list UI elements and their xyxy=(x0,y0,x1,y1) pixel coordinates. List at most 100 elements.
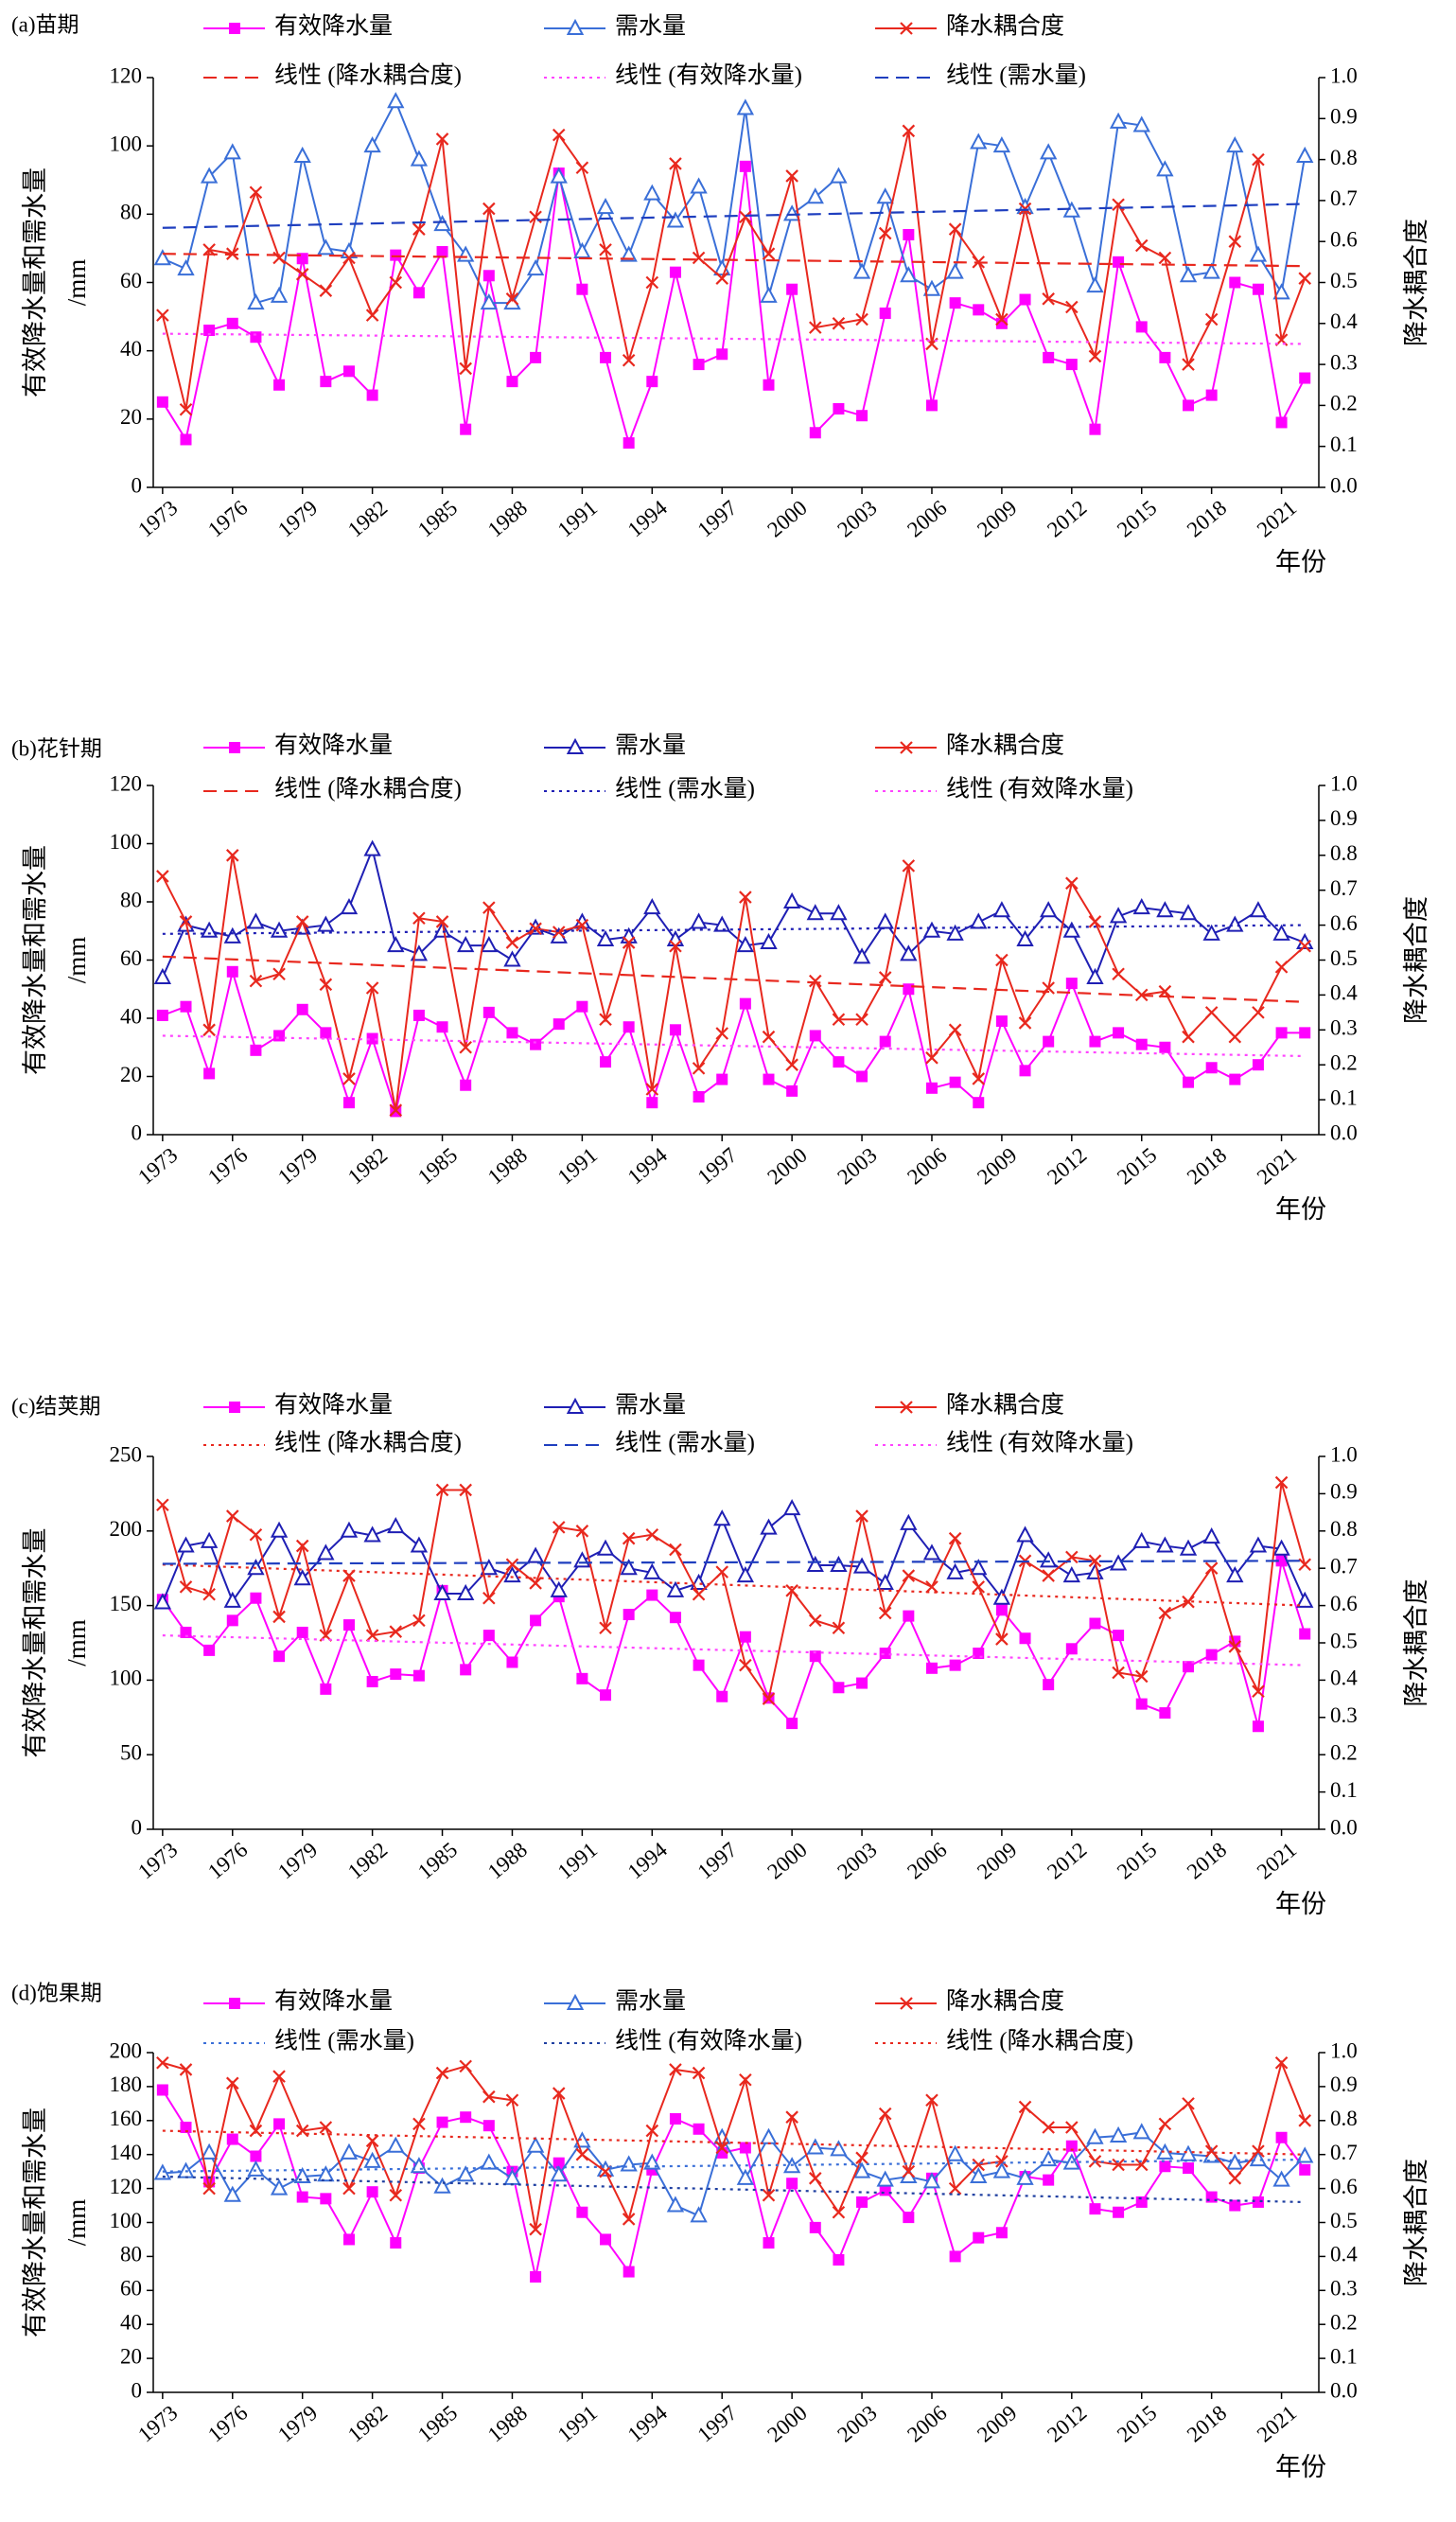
marker-x xyxy=(785,2110,798,2124)
legend-label: 线性 (降水耦合度) xyxy=(946,2028,1133,2055)
marker-x xyxy=(762,2189,776,2202)
marker-x xyxy=(762,247,776,260)
marker-triangle xyxy=(363,839,381,856)
marker-x xyxy=(808,1614,822,1628)
legend-label: 有效降水量 xyxy=(274,13,393,40)
marker-square xyxy=(1135,1038,1148,1050)
legend-label: 线性 (有效降水量) xyxy=(615,2028,802,2055)
marker-triangle xyxy=(223,1591,241,1608)
marker-triangle xyxy=(363,136,381,153)
marker-square xyxy=(786,1085,798,1097)
marker-x xyxy=(1204,1006,1219,1019)
marker-triangle xyxy=(223,926,241,944)
y2-tick-label: 0.1 xyxy=(1330,1778,1358,1802)
x-tick-label: 2018 xyxy=(1183,496,1231,542)
marker-triangle xyxy=(1109,2125,1128,2143)
marker-x xyxy=(482,1591,496,1605)
marker-triangle xyxy=(293,1569,311,1586)
marker-square xyxy=(226,317,238,329)
marker-square xyxy=(366,1675,378,1687)
marker-x xyxy=(575,918,589,932)
trend-line xyxy=(162,253,1306,268)
marker-x xyxy=(412,222,426,236)
marker-triangle xyxy=(270,1521,289,1538)
marker-square xyxy=(226,1614,238,1627)
x-tick-label: 1982 xyxy=(343,1838,392,1884)
marker-square xyxy=(553,2157,565,2169)
marker-triangle xyxy=(1156,1536,1174,1553)
marker-square xyxy=(693,1091,705,1103)
x-tick-label: 1994 xyxy=(623,2400,673,2446)
marker-x xyxy=(739,891,752,904)
marker-square xyxy=(716,348,728,361)
legend-label: 线性 (有效降水量) xyxy=(946,776,1133,802)
marker-square xyxy=(763,2237,775,2249)
marker-triangle xyxy=(433,1583,451,1600)
marker-triangle xyxy=(1249,245,1268,262)
marker-square xyxy=(1275,416,1288,429)
marker-triangle xyxy=(970,912,988,929)
y-tick-label: 40 xyxy=(120,1004,142,1028)
marker-triangle xyxy=(830,2140,848,2157)
marker-triangle xyxy=(200,167,219,184)
marker-x xyxy=(459,362,472,376)
marker-x xyxy=(1182,1595,1195,1609)
marker-triangle xyxy=(690,912,708,929)
marker-x xyxy=(669,2063,682,2076)
y-tick-label: 120 xyxy=(110,771,143,795)
marker-triangle xyxy=(876,187,894,204)
marker-x xyxy=(599,1013,612,1027)
marker-triangle xyxy=(1179,1539,1198,1556)
marker-square xyxy=(995,317,1008,329)
x-tick-label: 2021 xyxy=(1253,1838,1301,1884)
marker-triangle xyxy=(247,2160,265,2177)
marker-x xyxy=(808,974,822,988)
marker-x xyxy=(599,1621,612,1635)
marker-square xyxy=(180,1000,192,1013)
marker-triangle xyxy=(387,936,405,953)
marker-triangle xyxy=(876,912,894,929)
marker-triangle xyxy=(970,132,988,150)
marker-x xyxy=(1088,915,1102,928)
marker-x xyxy=(739,210,752,223)
marker-square xyxy=(1065,359,1078,371)
y2-tick-label: 0.2 xyxy=(1330,1050,1358,1074)
marker-square xyxy=(296,2191,308,2203)
marker-square xyxy=(576,1672,588,1684)
marker-x xyxy=(482,901,496,914)
marker-x xyxy=(1228,235,1242,248)
marker-square xyxy=(366,1032,378,1045)
marker-square xyxy=(576,1000,588,1013)
marker-x xyxy=(669,1543,682,1557)
marker-triangle xyxy=(1132,115,1150,132)
marker-triangle xyxy=(340,1521,359,1538)
marker-triangle xyxy=(433,921,451,938)
marker-square xyxy=(1159,1707,1171,1720)
marker-triangle xyxy=(340,2143,359,2160)
marker-triangle xyxy=(970,2166,988,2184)
marker-square xyxy=(1275,2131,1288,2143)
marker-triangle xyxy=(223,2185,241,2202)
marker-triangle xyxy=(946,924,964,941)
y2-tick-label: 0.4 xyxy=(1330,2243,1358,2266)
marker-square xyxy=(600,1056,612,1068)
marker-square xyxy=(436,246,448,258)
marker-x xyxy=(1112,2158,1125,2172)
marker-square xyxy=(273,379,286,391)
x-tick-label: 2018 xyxy=(1183,1838,1231,1884)
y-tick-label: 140 xyxy=(110,2141,143,2164)
y2-tick-label: 0.7 xyxy=(1330,2141,1358,2164)
legend-label: 有效降水量 xyxy=(274,1392,393,1419)
marker-x xyxy=(1252,1684,1265,1698)
marker-x xyxy=(995,1632,1009,1646)
marker-triangle xyxy=(1179,266,1198,283)
marker-x xyxy=(389,2189,403,2202)
marker-square xyxy=(716,1690,728,1702)
marker-x xyxy=(482,202,496,216)
marker-triangle xyxy=(1016,929,1034,946)
marker-square xyxy=(156,396,168,408)
y2-tick-label: 0.5 xyxy=(1330,946,1358,970)
legend-label: 需水量 xyxy=(615,1988,686,2015)
marker-triangle xyxy=(1296,1591,1314,1608)
